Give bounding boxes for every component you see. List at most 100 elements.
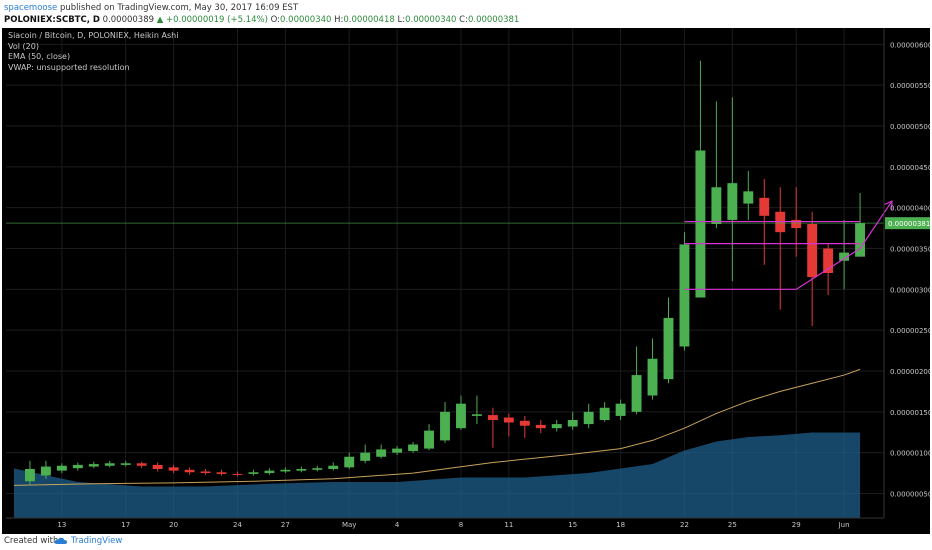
- ema-line: [13, 368, 861, 486]
- x-tick-label: 8: [459, 521, 463, 529]
- high-value: 0.00000418: [343, 15, 395, 25]
- candle-bear: [200, 471, 211, 474]
- close-label: C:: [459, 15, 468, 25]
- tradingview-link[interactable]: TradingView: [54, 536, 122, 546]
- candle-bear: [136, 463, 147, 466]
- candle-bull: [615, 403, 626, 416]
- y-tick-label: 0.00000600: [890, 41, 930, 49]
- legend-title: Siacoin / Bitcoin, D, POLONIEX, Heikin A…: [8, 31, 179, 40]
- close-value: 0.00000381: [467, 15, 520, 25]
- candle-bull: [679, 244, 690, 347]
- candle-bull: [583, 411, 594, 425]
- candle-bull: [360, 452, 371, 461]
- candle-bear: [823, 248, 834, 273]
- price-chart[interactable]: 0.00000600 0.00000550 0.00000500 0.00000450…: [2, 28, 930, 534]
- candle-bull: [104, 463, 115, 466]
- symbol-label: POLONIEX:SCBTC, D: [4, 15, 100, 25]
- legend-ema[interactable]: EMA (50, close): [8, 52, 71, 61]
- price-tag-label: 0.00000381: [888, 220, 930, 228]
- cloud-icon: [54, 537, 67, 544]
- candle-bull: [551, 424, 562, 429]
- candle-bull: [312, 468, 323, 470]
- candle-bull: [471, 414, 482, 416]
- open-value: 0.00000340: [280, 15, 332, 25]
- y-tick-label: 0.00000250: [890, 327, 930, 335]
- candle-bear: [503, 417, 514, 423]
- legend-vwap[interactable]: VWAP: unsupported resolution: [8, 62, 130, 72]
- x-tick-label: 20: [169, 521, 178, 529]
- x-tick-label: 17: [121, 521, 130, 529]
- chart-legend: Siacoin / Bitcoin, D, POLONIEX, Heikin A…: [8, 31, 178, 73]
- x-tick-label: 4: [395, 521, 400, 529]
- x-tick-label: 11: [504, 521, 513, 529]
- chart-footer: Created with TradingView: [0, 534, 932, 550]
- candle-bull: [24, 469, 35, 482]
- candle-bull: [120, 463, 131, 465]
- x-tick-label: 13: [57, 521, 66, 529]
- x-tick-label: 24: [233, 521, 242, 529]
- candle-bear: [519, 420, 530, 426]
- candle-bull: [599, 407, 610, 420]
- low-label: L:: [397, 15, 406, 25]
- y-tick-label: 0.00000200: [890, 368, 930, 376]
- candle-bull: [296, 469, 307, 471]
- candle-bear: [216, 472, 227, 474]
- tradingview-brand: TradingView: [71, 536, 123, 546]
- x-tick-label: 25: [728, 521, 737, 529]
- candle-bull: [695, 150, 706, 298]
- candle-bull: [88, 464, 99, 467]
- legend-vol[interactable]: Vol (20): [8, 41, 39, 51]
- candle-bull: [647, 358, 658, 396]
- x-tick-label: 22: [680, 521, 689, 529]
- candle-bull: [40, 466, 51, 476]
- candle-bear: [487, 415, 498, 420]
- x-tick-label: Jun: [838, 521, 850, 529]
- candle-bull: [631, 375, 642, 412]
- x-tick-label: May: [342, 521, 356, 529]
- y-tick-label: 0.00000300: [890, 286, 930, 294]
- last-price: 0.00000389: [102, 15, 155, 25]
- candle-bull: [56, 465, 67, 471]
- y-tick-label: 0.00000400: [890, 205, 930, 213]
- candle-bull: [727, 183, 738, 220]
- publish-line: spacemoose published on TradingView.com,…: [4, 3, 298, 13]
- y-tick-label: 0.00000100: [890, 450, 930, 458]
- candle-bull: [567, 420, 578, 427]
- chart-area[interactable]: 0.00000600 0.00000550 0.00000500 0.00000450…: [2, 28, 930, 534]
- y-tick-label: 0.00000350: [890, 246, 930, 254]
- candle-bull: [855, 223, 866, 257]
- candle-bull: [424, 430, 434, 449]
- x-tick-label: 18: [616, 521, 625, 529]
- open-label: O:: [270, 15, 281, 25]
- created-with-label: Created with: [4, 536, 59, 546]
- candle-bear: [184, 469, 195, 473]
- price-change: ▲ +0.00000019 (+5.14%): [156, 15, 268, 25]
- candle-bull: [280, 469, 291, 472]
- candle-bull: [663, 317, 674, 380]
- candle-bear: [759, 197, 770, 216]
- author-link[interactable]: spacemoose: [4, 3, 58, 13]
- publish-info: published on TradingView.com, May 30, 20…: [59, 3, 299, 13]
- x-tick-label: 29: [792, 521, 801, 529]
- candle-bull: [344, 456, 355, 468]
- candle-bull: [72, 464, 83, 469]
- candle-bear: [791, 219, 802, 229]
- x-tick-label: 15: [568, 521, 577, 529]
- candle-bear: [168, 467, 179, 471]
- y-tick-label: 0.00000150: [890, 409, 930, 417]
- candle-bear: [232, 473, 243, 475]
- trend-arrow: [795, 200, 893, 290]
- candle-bull: [328, 465, 339, 469]
- candle-bull: [248, 472, 259, 474]
- y-tick-label: 0.00000550: [890, 82, 930, 90]
- candle-bull: [264, 470, 275, 474]
- high-label: H:: [334, 15, 344, 25]
- y-tick-label: 0.00000500: [890, 123, 930, 131]
- candle-bull: [839, 252, 850, 261]
- x-tick-label: 27: [281, 521, 290, 529]
- chart-header: spacemoose published on TradingView.com,…: [0, 0, 932, 28]
- candle-bear: [807, 224, 818, 278]
- low-value: 0.00000340: [405, 15, 457, 25]
- candle-bear: [152, 464, 163, 469]
- arrow-head: [883, 200, 893, 211]
